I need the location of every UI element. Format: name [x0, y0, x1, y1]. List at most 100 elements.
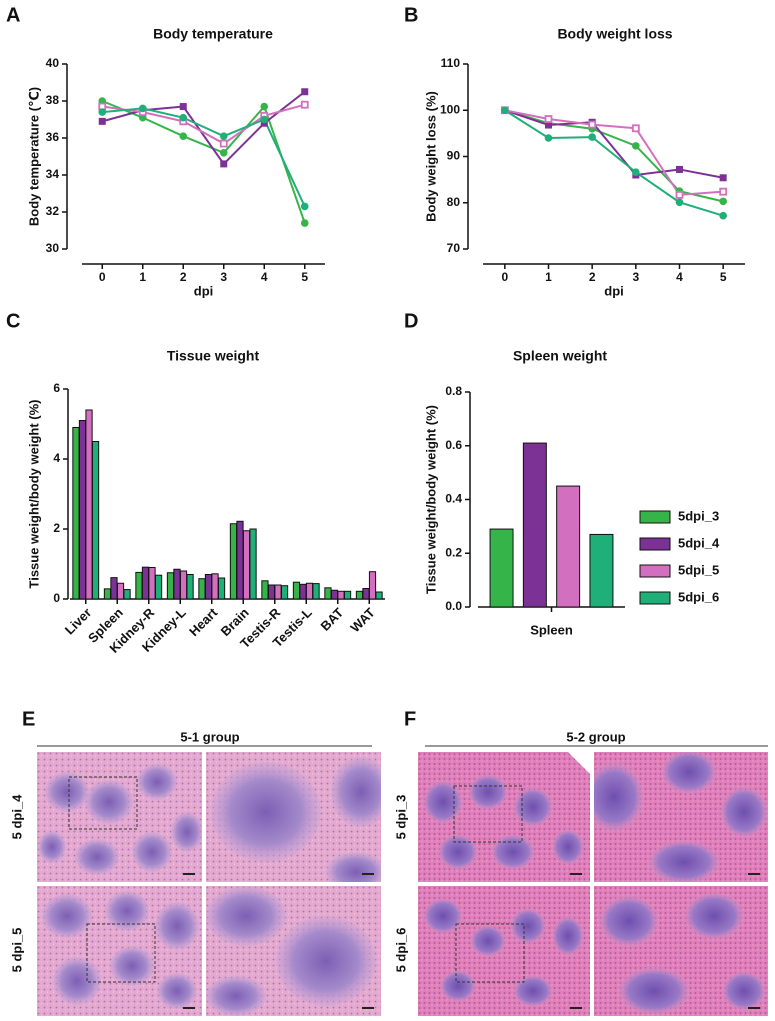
point	[675, 190, 684, 199]
panel-label: C	[6, 310, 20, 332]
bar	[267, 584, 276, 600]
bar	[249, 528, 257, 600]
micrograph	[206, 886, 381, 1016]
x-tick-label: 2	[589, 270, 596, 284]
y-tick-label: 70	[447, 241, 461, 255]
bar	[236, 520, 244, 600]
bar	[330, 589, 339, 600]
bar	[72, 427, 80, 600]
x-tick-label: 0	[501, 270, 508, 284]
bar	[154, 574, 163, 600]
bar	[522, 442, 547, 608]
group-title: 5-1 group	[180, 729, 239, 744]
bar	[556, 485, 581, 608]
point	[719, 187, 728, 196]
x-tick-label: 1	[545, 270, 552, 284]
y-tick-label: 36	[46, 130, 60, 144]
y-tick-label: 0.0	[445, 599, 462, 613]
bar	[261, 580, 269, 600]
y-axis-label: Body weight loss (%)	[423, 91, 438, 222]
histology-f: 5-2 group 5 dpi_3 5 dpi_6	[393, 729, 768, 1016]
legend-label: 5dpi_6	[678, 589, 719, 604]
y-tick-label: 0.2	[445, 545, 462, 559]
bar	[85, 409, 93, 600]
x-axis-label: dpi	[604, 283, 624, 298]
chart-title: Spleen weight	[513, 348, 607, 364]
y-tick-label: 32	[46, 204, 60, 218]
point	[675, 198, 684, 207]
x-tick-label: 0	[99, 270, 106, 284]
micrograph	[594, 752, 768, 882]
point	[300, 202, 309, 211]
panel-label: D	[404, 310, 418, 332]
bar	[292, 581, 301, 600]
y-tick-label: 0.6	[445, 438, 462, 452]
point	[588, 133, 596, 141]
x-tick-label: 3	[632, 270, 639, 284]
bar	[343, 590, 352, 600]
point	[501, 106, 509, 115]
point	[219, 139, 228, 148]
y-tick-label: 38	[46, 93, 60, 107]
bar	[103, 588, 112, 600]
y-tick-label: 2	[53, 521, 60, 535]
series-line	[102, 103, 306, 145]
row-label: 5 dpi_6	[393, 928, 408, 973]
chart-title: Body temperature	[153, 26, 273, 42]
point	[300, 100, 309, 109]
point	[179, 132, 188, 140]
series-line	[504, 109, 724, 203]
legend-swatch	[639, 537, 671, 551]
x-tick-label: 4	[676, 270, 683, 284]
bar	[375, 591, 383, 600]
point	[260, 115, 269, 124]
y-tick-label: 0	[53, 591, 60, 605]
bar	[173, 568, 181, 600]
x-tick-label: 5	[301, 270, 308, 284]
y-tick-label: 6	[53, 381, 60, 395]
series-line	[101, 100, 306, 224]
bar	[355, 590, 364, 600]
bar	[123, 589, 131, 600]
y-tick-label: 100	[440, 102, 460, 116]
panel-label: F	[404, 708, 416, 730]
point	[545, 121, 552, 129]
point	[260, 102, 269, 111]
legend-swatch	[639, 591, 671, 605]
x-tick-label: Spleen	[530, 622, 573, 637]
legend-label: 5dpi_4	[678, 535, 720, 550]
point	[544, 134, 553, 142]
row-label: 5 dpi_5	[9, 928, 24, 973]
point	[220, 160, 228, 168]
y-tick-label: 90	[447, 149, 461, 163]
series-line	[504, 109, 724, 217]
x-tick-label: 3	[220, 270, 227, 284]
series-line	[504, 109, 724, 179]
y-tick-label: 0.4	[445, 492, 462, 506]
panel-label: E	[22, 708, 35, 730]
bar	[110, 577, 118, 600]
micrograph	[418, 886, 590, 1016]
row-label: 5 dpi_4	[9, 794, 24, 840]
y-axis-label: Tissue weight/body weight (%)	[26, 400, 41, 589]
y-tick-label: 40	[46, 56, 60, 70]
point	[631, 124, 640, 133]
bar	[274, 584, 282, 600]
bar	[229, 523, 238, 600]
point	[300, 219, 309, 227]
series-line	[504, 109, 724, 196]
y-tick-label: 80	[447, 195, 461, 209]
legend-swatch	[639, 510, 671, 524]
point	[588, 120, 597, 129]
bar	[489, 528, 514, 608]
chart-title: Tissue weight	[167, 348, 260, 364]
bar	[337, 590, 345, 600]
bar	[589, 533, 614, 608]
x-tick-label: WAT	[347, 605, 377, 635]
y-tick-label: 110	[441, 56, 461, 70]
series-line	[102, 107, 306, 207]
point	[632, 142, 640, 150]
panel-label: B	[404, 4, 418, 26]
row-label: 5 dpi_3	[393, 795, 408, 840]
